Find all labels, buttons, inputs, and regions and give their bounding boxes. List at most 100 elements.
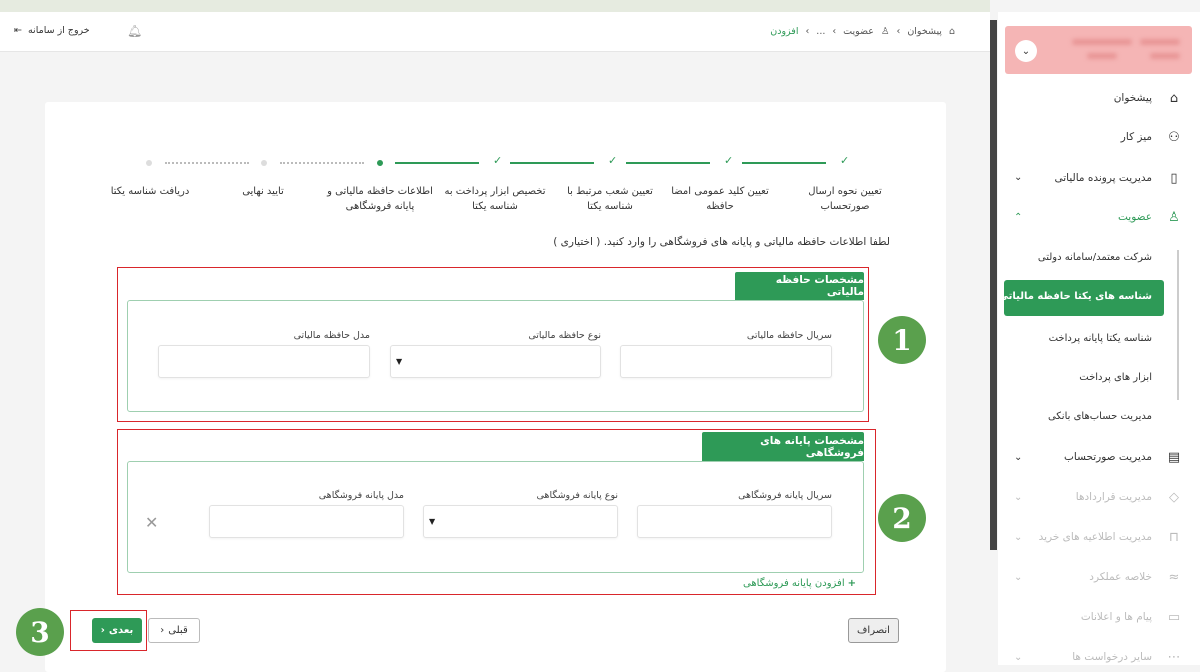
highlight-box-3 bbox=[70, 610, 147, 651]
chevron-down-icon[interactable]: ⌄ bbox=[1014, 452, 1023, 463]
prev-button[interactable]: قبلی ‹ bbox=[148, 618, 200, 643]
step-label: تایید نهایی bbox=[242, 186, 284, 197]
logout-button[interactable]: ⇤ خروج از سامانه bbox=[14, 25, 90, 36]
sidebar-item-dashboard[interactable]: پیشخوان bbox=[1113, 92, 1152, 104]
bag-icon: ⊓ bbox=[1168, 530, 1180, 545]
message-icon: ▭ bbox=[1167, 610, 1181, 625]
chevron-up-icon[interactable]: ⌃ bbox=[1014, 212, 1023, 223]
sidebar-item-tax-file[interactable]: مدیریت پرونده مالیاتی bbox=[1054, 172, 1152, 184]
step-connector bbox=[742, 162, 826, 164]
annotation-badge-1: 1 bbox=[878, 316, 926, 364]
chevron-down-icon[interactable]: ⌄ bbox=[1014, 532, 1023, 543]
step-label: تخصیص ابزار پرداخت به شناسه یکتا bbox=[444, 186, 546, 212]
handshake-icon: ◇ bbox=[1169, 490, 1179, 505]
tax-memory-type-select[interactable]: ▼ bbox=[390, 345, 601, 378]
sidebar-subitem[interactable]: مدیریت حساب‌های بانکی bbox=[1047, 411, 1152, 422]
sidebar-subitem[interactable]: شناسه یکتا پایانه پرداخت bbox=[1048, 333, 1152, 344]
pending-step-dot bbox=[146, 160, 152, 166]
sidebar-item-invoice[interactable]: مدیریت صورتحساب bbox=[1064, 451, 1152, 463]
sidebar-item-contracts[interactable]: مدیریت قراردادها bbox=[1075, 491, 1152, 503]
logout-icon: ⇤ bbox=[14, 25, 22, 36]
step-connector bbox=[395, 162, 479, 164]
sidebar-subitem[interactable]: ابزار های پرداخت bbox=[1079, 372, 1152, 383]
header-bar bbox=[0, 12, 990, 52]
chevron-down-icon[interactable]: ⌄ bbox=[1014, 172, 1023, 183]
user-profile[interactable] bbox=[1005, 26, 1192, 74]
pos-type-select[interactable]: ▼ bbox=[423, 505, 618, 538]
top-banner bbox=[0, 0, 990, 12]
home-icon: ⌂ bbox=[1169, 91, 1179, 106]
chevron-left-icon: ‹ bbox=[160, 625, 165, 636]
sidebar-item-membership[interactable]: عضویت bbox=[1117, 211, 1152, 223]
pos-model-label: مدل پایانه فروشگاهی bbox=[318, 490, 404, 501]
pos-serial-label: سریال پایانه فروشگاهی bbox=[738, 490, 832, 501]
caret-down-icon: ▼ bbox=[396, 357, 403, 366]
section-pos-title: مشخصات پایانه های فروشگاهی bbox=[702, 432, 864, 461]
pending-step-dot bbox=[261, 160, 267, 166]
breadcrumb: ⌂ پیشخوان › ♙ عضویت › ... › افزودن bbox=[770, 26, 955, 37]
logout-label: خروج از سامانه bbox=[27, 25, 90, 36]
sidebar-item-purchase[interactable]: مدیریت اطلاعیه های خرید bbox=[1038, 531, 1152, 543]
sidebar-item-summary[interactable]: خلاصه عملکرد bbox=[1089, 571, 1152, 583]
more-icon: ⋯ bbox=[1167, 650, 1181, 665]
workspace-icon: ⚇ bbox=[1168, 130, 1180, 145]
caret-down-icon: ▼ bbox=[429, 517, 436, 526]
user-icon: ♙ bbox=[880, 26, 890, 37]
highlight-box-1 bbox=[117, 267, 869, 422]
breadcrumb-membership[interactable]: عضویت bbox=[843, 26, 874, 37]
tax-memory-model-label: مدل حافظه مالیاتی bbox=[293, 330, 370, 341]
annotation-badge-3: 3 bbox=[16, 608, 64, 656]
chart-icon: ≈ bbox=[1168, 570, 1180, 585]
invoice-icon: ▤ bbox=[1167, 450, 1181, 465]
check-icon: ✓ bbox=[724, 154, 734, 167]
pos-model-input[interactable] bbox=[209, 505, 404, 538]
annotation-badge-2: 2 bbox=[878, 494, 926, 542]
profile-chevron-down-icon[interactable]: ⌄ bbox=[1015, 40, 1037, 62]
section-tax-memory-title: مشخصات حافظه مالیاتی bbox=[735, 272, 864, 300]
check-icon: ✓ bbox=[608, 154, 618, 167]
step-label: دریافت شناسه یکتا bbox=[110, 186, 190, 197]
step-label: تعیین کلید عمومی امضا حافظه bbox=[671, 186, 769, 212]
current-step-dot bbox=[377, 160, 383, 166]
step-label: اطلاعات حافظه مالیاتی و پایانه فروشگاهی bbox=[327, 186, 433, 212]
sidebar bbox=[998, 12, 1200, 665]
plus-icon: + bbox=[847, 578, 856, 589]
sidebar-item-messages[interactable]: پیام ها و اعلانات bbox=[1080, 611, 1152, 623]
step-connector bbox=[280, 162, 364, 164]
add-pos-link[interactable]: + افزودن پایانه فروشگاهی bbox=[743, 578, 856, 589]
home-icon: ⌂ bbox=[948, 26, 955, 37]
next-button[interactable]: بعدی ‹ bbox=[92, 618, 142, 643]
breadcrumb-current: افزودن bbox=[770, 26, 799, 37]
tax-memory-type-label: نوع حافظه مالیاتی bbox=[528, 330, 601, 341]
check-icon: ✓ bbox=[840, 154, 850, 167]
tax-memory-model-input[interactable] bbox=[158, 345, 370, 378]
bell-icon[interactable]: 🔔︎ bbox=[127, 24, 143, 38]
pos-type-label: نوع پایانه فروشگاهی bbox=[536, 490, 618, 501]
cancel-button[interactable]: انصراف bbox=[848, 618, 899, 643]
sidebar-item-workspace[interactable]: میز کار bbox=[1120, 131, 1152, 143]
step-connector bbox=[165, 162, 249, 164]
user-icon: ♙ bbox=[1168, 210, 1180, 225]
check-icon: ✓ bbox=[493, 154, 503, 167]
tax-memory-serial-label: سریال حافظه مالیاتی bbox=[746, 330, 832, 341]
scrollbar[interactable] bbox=[990, 20, 997, 550]
chevron-left-icon: ‹ bbox=[100, 625, 105, 636]
chevron-down-icon[interactable]: ⌄ bbox=[1014, 652, 1023, 663]
submenu-rail bbox=[1177, 250, 1179, 400]
tax-memory-serial-input[interactable] bbox=[620, 345, 832, 378]
chevron-down-icon[interactable]: ⌄ bbox=[1014, 492, 1023, 503]
remove-pos-close-icon[interactable]: ✕ bbox=[145, 513, 159, 532]
chevron-down-icon[interactable]: ⌄ bbox=[1014, 572, 1023, 583]
sidebar-item-other[interactable]: سایر درخواست ها bbox=[1072, 651, 1152, 663]
step-connector bbox=[626, 162, 710, 164]
breadcrumb-ellipsis[interactable]: ... bbox=[816, 26, 826, 37]
breadcrumb-home[interactable]: پیشخوان bbox=[907, 26, 942, 37]
step-connector bbox=[510, 162, 594, 164]
pos-serial-input[interactable] bbox=[637, 505, 832, 538]
highlight-box-2 bbox=[117, 429, 876, 595]
step-label: تعیین شعب مرتبط با شناسه یکتا bbox=[567, 186, 653, 212]
file-icon: ▯ bbox=[1170, 171, 1178, 186]
sidebar-subitem-active[interactable] bbox=[1004, 280, 1164, 316]
instruction-text: لطفا اطلاعات حافظه مالیاتی و پایانه های … bbox=[553, 236, 890, 248]
sidebar-subitem[interactable]: شرکت معتمد/سامانه دولتی bbox=[1037, 252, 1152, 263]
